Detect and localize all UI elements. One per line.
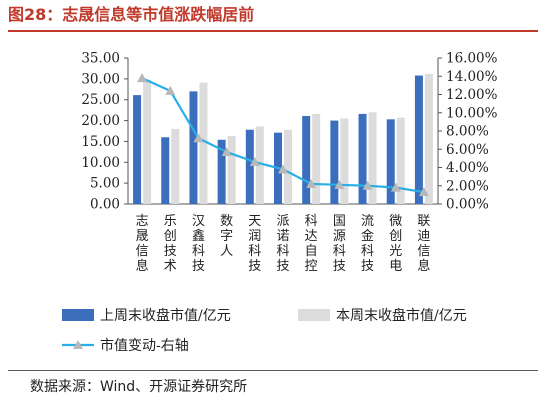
change-marker	[362, 180, 373, 190]
right-tick-label: 6.00%	[446, 142, 489, 158]
bar-last-week	[245, 129, 254, 204]
left-tick-label: 35.00	[81, 51, 120, 67]
left-tick-label: 20.00	[81, 113, 120, 129]
bar-last-week	[330, 120, 339, 204]
change-marker	[278, 164, 288, 174]
bar-last-week	[161, 137, 170, 204]
change-marker	[334, 179, 345, 189]
category-label: 流金科技	[361, 214, 374, 274]
source-divider	[8, 370, 538, 371]
bar-this-week	[199, 82, 208, 204]
right-tick-label: 4.00%	[446, 160, 489, 176]
left-tick-label: 0.00	[90, 197, 120, 213]
left-tick-label: 10.00	[81, 155, 120, 171]
bar-this-week	[396, 117, 405, 204]
plot-area: 0.00 5.00 10.00 15.00 20.00 25.00 30.00 35.00 0.…	[81, 51, 497, 275]
bar-last-week	[217, 139, 226, 204]
legend-label-last-week: 上周末收盘市值/亿元	[100, 307, 231, 324]
legend-swatch-this-week	[298, 309, 330, 321]
change-marker	[193, 133, 204, 143]
category-label: 乐创技术	[164, 214, 177, 274]
change-marker	[249, 157, 260, 167]
bar-this-week	[255, 126, 264, 204]
right-tick-label: 16.00%	[446, 51, 498, 67]
category-label: 微创光电	[389, 214, 402, 274]
change-marker	[165, 85, 176, 95]
bar-this-week	[340, 118, 349, 204]
bar-this-week	[312, 113, 321, 204]
category-label: 志晟信息	[136, 214, 149, 274]
change-marker	[418, 187, 429, 197]
bar-this-week	[424, 73, 433, 204]
bar-this-week	[284, 129, 292, 204]
left-tick-label: 5.00	[90, 176, 120, 192]
right-tick-label: 2.00%	[446, 178, 489, 194]
category-label: 派诺科技	[276, 214, 289, 274]
category-label: 数字人	[220, 214, 233, 259]
bar-last-week	[189, 91, 198, 204]
bar-last-week	[133, 95, 142, 204]
category-label: 科达自控	[305, 214, 318, 274]
change-marker	[390, 182, 401, 192]
change-marker	[221, 146, 232, 156]
change-marker	[137, 73, 148, 83]
category-label: 国源科技	[333, 214, 346, 274]
category-label: 汉鑫科技	[192, 214, 205, 274]
left-tick-label: 30.00	[81, 71, 120, 87]
bar-this-week	[227, 136, 236, 204]
bar-last-week	[302, 115, 311, 204]
right-tick-label: 8.00%	[446, 124, 489, 140]
bar-this-week	[171, 128, 180, 204]
legend-label-change: 市值变动-右轴	[100, 337, 189, 354]
title-divider	[8, 30, 538, 32]
legend-marker-swatch	[73, 340, 83, 349]
bar-last-week	[386, 119, 395, 204]
change-marker	[306, 178, 317, 188]
category-label: 联迪信息	[417, 214, 430, 274]
left-tick-label: 15.00	[81, 134, 120, 150]
right-tick-label: 14.00%	[446, 69, 498, 85]
legend-swatch-last-week	[62, 309, 94, 321]
bar-last-week	[414, 75, 423, 204]
bar-this-week	[368, 112, 377, 204]
bar-last-week	[358, 113, 367, 204]
right-tick-label: 0.00%	[446, 197, 489, 213]
bar-this-week	[143, 79, 152, 204]
category-label: 天润科技	[248, 214, 261, 274]
legend-label-this-week: 本周末收盘市值/亿元	[336, 307, 467, 324]
data-source-note: 数据来源：Wind、开源证券研究所	[30, 379, 248, 395]
right-tick-label: 12.00%	[446, 87, 498, 103]
bar-line-chart: 0.00 5.00 10.00 15.00 20.00 25.00 30.00 35.00 0.…	[62, 51, 498, 354]
right-tick-label: 10.00%	[446, 105, 498, 121]
chart-title: 图28：志晟信息等市值涨跌幅居前	[8, 5, 255, 24]
left-tick-label: 25.00	[81, 92, 120, 108]
change-line	[141, 77, 425, 194]
